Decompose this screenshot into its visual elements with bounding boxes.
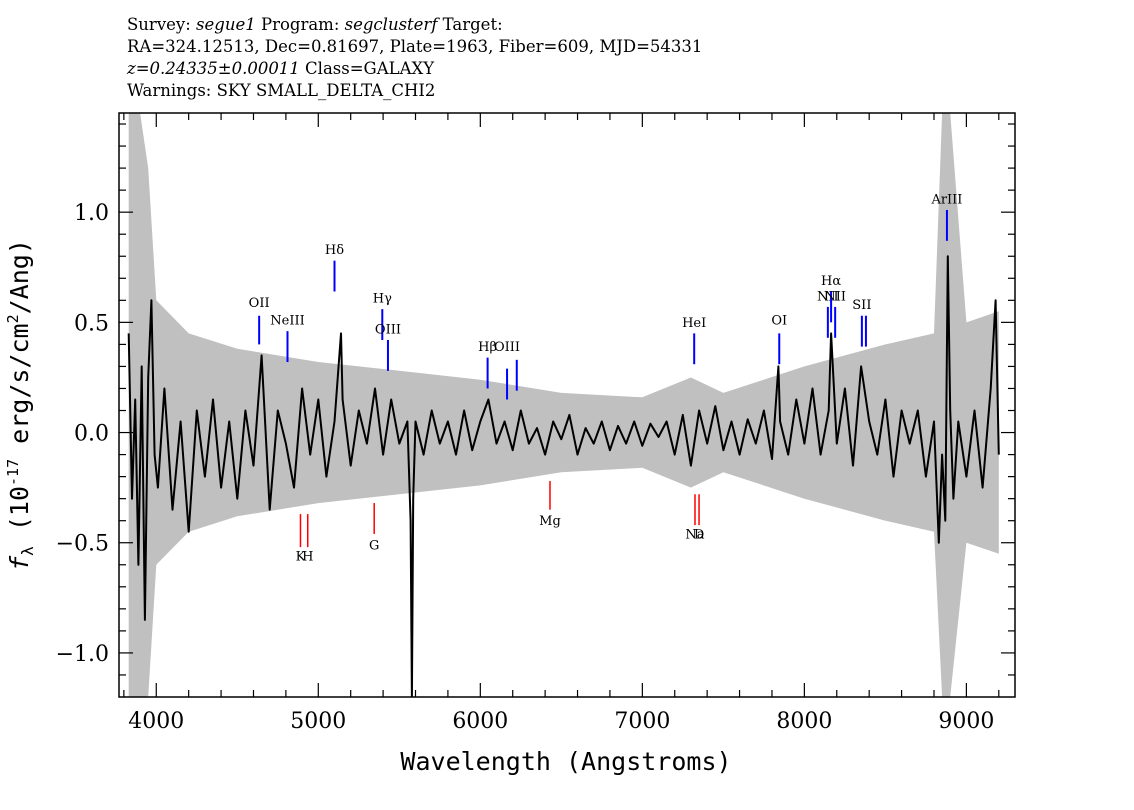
y-tick-label: 0.5	[74, 311, 109, 336]
program-label: Program:	[255, 15, 345, 34]
x-tick-label: 5000	[290, 709, 346, 734]
y-axis-title: fλ (10-17 erg/s/cm2/Ang)	[4, 239, 37, 571]
emission-line-label: Hα	[821, 274, 841, 289]
emission-line-label: OIII	[494, 340, 520, 355]
emission-line-label: Hδ	[325, 243, 344, 258]
plot-frame	[118, 112, 1016, 698]
spectrum-header: Survey: segue1 Program: segclusterf Targ…	[127, 14, 702, 102]
x-tick-label: 6000	[452, 709, 508, 734]
survey-value: segue1	[196, 15, 256, 34]
x-axis-title: Wavelength (Angstroms)	[400, 747, 731, 776]
header-line-warnings: Warnings: SKY SMALL_DELTA_CHI2	[127, 81, 436, 100]
target-label: Target:	[437, 15, 503, 34]
redshift-value: z=0.24335±0.00011	[127, 59, 300, 78]
emission-line-label: OIII	[375, 322, 401, 337]
y-tick-label: 1.0	[74, 201, 109, 226]
emission-line-label: Hβ	[478, 340, 497, 355]
emission-line-label: NII	[817, 289, 839, 304]
x-tick-label: 9000	[938, 709, 994, 734]
absorption-line-label: G	[369, 538, 379, 553]
spectrum-line-layer	[127, 255, 1000, 697]
survey-label: Survey:	[127, 15, 197, 34]
absorption-line-label: D	[694, 527, 704, 542]
emission-line-label: NeIII	[270, 314, 304, 329]
header-line-survey: Survey: segue1 Program: segclusterf Targ…	[127, 14, 702, 36]
absorption-line-label: K	[296, 549, 306, 564]
emission-line-label: SII	[852, 298, 871, 313]
absorption-line-label: Na	[685, 527, 704, 542]
header-line-coords: RA=324.12513, Dec=0.81697, Plate=1963, F…	[127, 37, 703, 56]
x-tick-label: 4000	[128, 709, 184, 734]
error-band	[128, 113, 999, 697]
emission-line-label: OII	[249, 296, 270, 311]
emission-line-label: Hγ	[373, 292, 392, 307]
emission-line-label: HeI	[682, 316, 706, 331]
absorption-line-label: H	[302, 549, 313, 564]
x-tick-label: 8000	[776, 709, 832, 734]
error-band-layer	[128, 113, 999, 697]
x-tick-label: 7000	[614, 709, 670, 734]
emission-line-label: ArIII	[930, 192, 962, 207]
axis-layer: 4000 5000 6000 7000 8000 9000 −1.0 −0.5 0.0 0.5 1.…	[56, 112, 1016, 734]
y-tick-label: −1.0	[56, 642, 109, 667]
emission-line-label: NII	[824, 289, 846, 304]
class-value: Class=GALAXY	[299, 59, 435, 78]
emission-line-label: OI	[771, 314, 787, 329]
absorption-line-label: Mg	[539, 514, 561, 529]
y-tick-label: −0.5	[56, 532, 109, 557]
y-tick-label: 0.0	[74, 422, 109, 447]
program-value: segclusterf	[344, 15, 438, 34]
header-line-redshift: z=0.24335±0.00011 Class=GALAXY	[127, 58, 702, 80]
spectrum-series-0	[127, 255, 1000, 697]
